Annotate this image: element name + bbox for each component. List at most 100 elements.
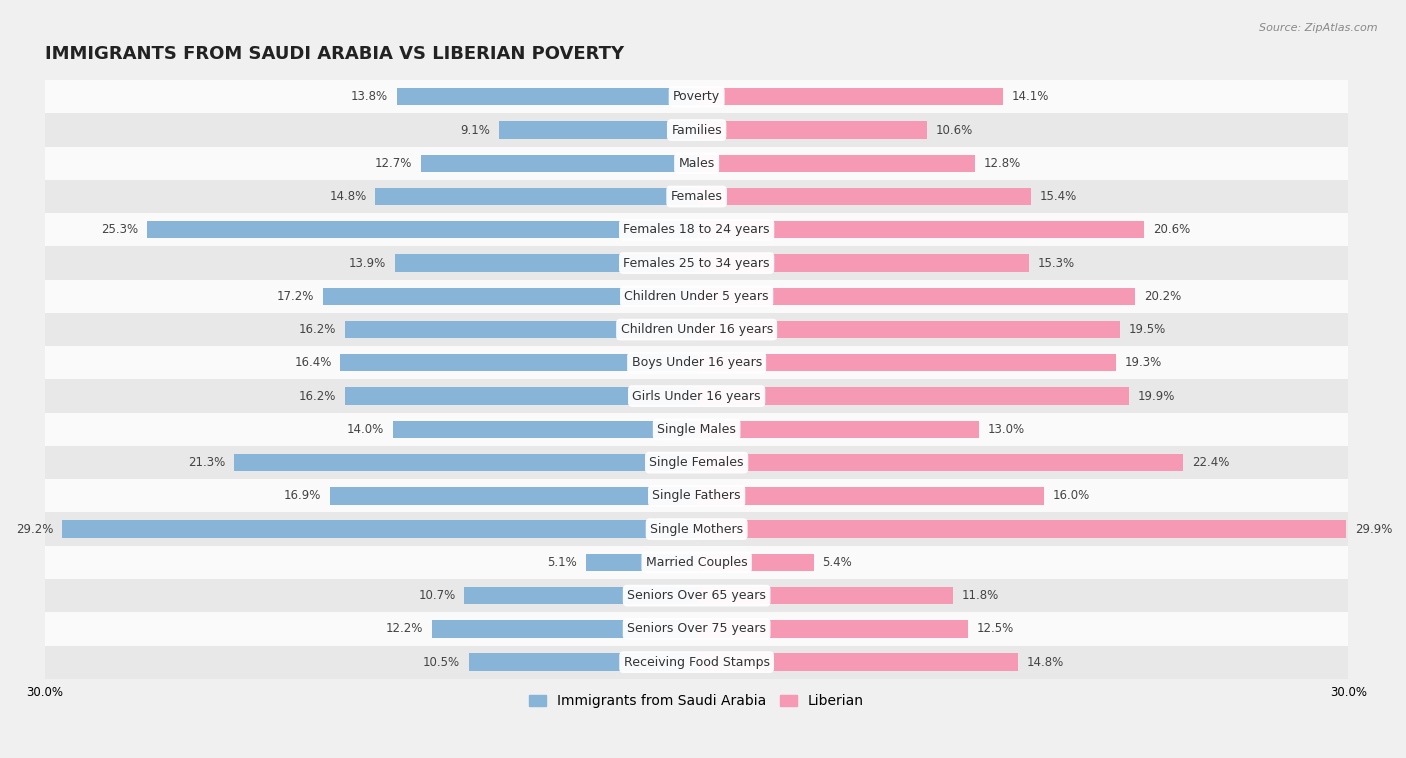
Bar: [696, 521, 1346, 537]
Text: 5.4%: 5.4%: [823, 556, 852, 568]
Text: 29.2%: 29.2%: [17, 522, 53, 536]
Bar: [45, 579, 1348, 612]
Bar: [148, 221, 696, 239]
Text: 10.6%: 10.6%: [935, 124, 973, 136]
Bar: [45, 412, 1348, 446]
Text: Males: Males: [679, 157, 714, 170]
Bar: [586, 554, 696, 571]
Text: 21.3%: 21.3%: [188, 456, 225, 469]
Text: Females 18 to 24 years: Females 18 to 24 years: [623, 224, 770, 236]
Text: 13.9%: 13.9%: [349, 256, 387, 270]
Bar: [329, 487, 696, 505]
Text: 14.8%: 14.8%: [1026, 656, 1064, 669]
Bar: [395, 255, 696, 271]
Bar: [396, 88, 696, 105]
Text: 22.4%: 22.4%: [1192, 456, 1229, 469]
Bar: [696, 354, 1116, 371]
Text: Single Females: Single Females: [650, 456, 744, 469]
Bar: [323, 288, 696, 305]
Text: 15.3%: 15.3%: [1038, 256, 1074, 270]
Text: 17.2%: 17.2%: [277, 290, 315, 302]
Bar: [375, 188, 696, 205]
Text: 11.8%: 11.8%: [962, 589, 998, 602]
Text: Married Couples: Married Couples: [645, 556, 748, 568]
Text: 14.1%: 14.1%: [1011, 90, 1049, 103]
Bar: [696, 188, 1031, 205]
Text: 14.8%: 14.8%: [329, 190, 367, 203]
Text: 12.2%: 12.2%: [385, 622, 423, 635]
Bar: [696, 387, 1129, 405]
Text: 9.1%: 9.1%: [460, 124, 491, 136]
Text: Females 25 to 34 years: Females 25 to 34 years: [623, 256, 770, 270]
Bar: [45, 146, 1348, 180]
Text: Source: ZipAtlas.com: Source: ZipAtlas.com: [1260, 23, 1378, 33]
Bar: [45, 246, 1348, 280]
Text: 10.5%: 10.5%: [423, 656, 460, 669]
Bar: [499, 121, 696, 139]
Text: Girls Under 16 years: Girls Under 16 years: [633, 390, 761, 402]
Bar: [45, 646, 1348, 678]
Bar: [696, 554, 814, 571]
Legend: Immigrants from Saudi Arabia, Liberian: Immigrants from Saudi Arabia, Liberian: [524, 688, 869, 714]
Bar: [696, 221, 1144, 239]
Bar: [696, 121, 927, 139]
Text: 19.5%: 19.5%: [1129, 323, 1166, 336]
Bar: [696, 255, 1029, 271]
Bar: [340, 354, 696, 371]
Bar: [45, 313, 1348, 346]
Bar: [696, 653, 1018, 671]
Text: Families: Families: [671, 124, 721, 136]
Text: 12.8%: 12.8%: [983, 157, 1021, 170]
Bar: [45, 280, 1348, 313]
Text: IMMIGRANTS FROM SAUDI ARABIA VS LIBERIAN POVERTY: IMMIGRANTS FROM SAUDI ARABIA VS LIBERIAN…: [45, 45, 624, 64]
Text: Children Under 16 years: Children Under 16 years: [620, 323, 773, 336]
Text: Children Under 5 years: Children Under 5 years: [624, 290, 769, 302]
Bar: [344, 321, 696, 338]
Bar: [45, 80, 1348, 114]
Text: 20.6%: 20.6%: [1153, 224, 1189, 236]
Text: Seniors Over 75 years: Seniors Over 75 years: [627, 622, 766, 635]
Bar: [45, 380, 1348, 412]
Text: Single Fathers: Single Fathers: [652, 490, 741, 503]
Text: 14.0%: 14.0%: [347, 423, 384, 436]
Bar: [45, 114, 1348, 146]
Text: 20.2%: 20.2%: [1144, 290, 1181, 302]
Bar: [696, 487, 1045, 505]
Text: 15.4%: 15.4%: [1040, 190, 1077, 203]
Text: 19.9%: 19.9%: [1137, 390, 1175, 402]
Bar: [45, 612, 1348, 646]
Text: Seniors Over 65 years: Seniors Over 65 years: [627, 589, 766, 602]
Bar: [696, 620, 969, 637]
Bar: [233, 454, 696, 471]
Bar: [45, 180, 1348, 213]
Bar: [420, 155, 696, 172]
Bar: [45, 512, 1348, 546]
Bar: [62, 521, 696, 537]
Text: 10.7%: 10.7%: [419, 589, 456, 602]
Bar: [464, 587, 696, 604]
Text: 16.0%: 16.0%: [1053, 490, 1090, 503]
Text: Single Mothers: Single Mothers: [650, 522, 744, 536]
Bar: [45, 546, 1348, 579]
Text: 13.0%: 13.0%: [987, 423, 1025, 436]
Text: 16.4%: 16.4%: [294, 356, 332, 369]
Text: 19.3%: 19.3%: [1125, 356, 1161, 369]
Bar: [45, 446, 1348, 479]
Text: Poverty: Poverty: [673, 90, 720, 103]
Text: 16.2%: 16.2%: [298, 323, 336, 336]
Bar: [696, 421, 979, 438]
Text: Single Males: Single Males: [657, 423, 737, 436]
Bar: [696, 454, 1182, 471]
Bar: [696, 587, 953, 604]
Bar: [696, 288, 1135, 305]
Bar: [468, 653, 696, 671]
Bar: [392, 421, 696, 438]
Text: 12.5%: 12.5%: [977, 622, 1014, 635]
Bar: [45, 479, 1348, 512]
Bar: [45, 213, 1348, 246]
Bar: [432, 620, 696, 637]
Text: 25.3%: 25.3%: [101, 224, 139, 236]
Bar: [45, 346, 1348, 380]
Text: Boys Under 16 years: Boys Under 16 years: [631, 356, 762, 369]
Text: 29.9%: 29.9%: [1355, 522, 1392, 536]
